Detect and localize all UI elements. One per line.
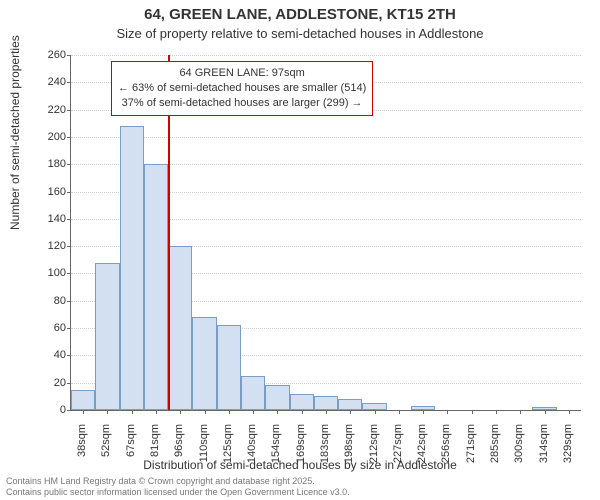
histogram-bar xyxy=(362,403,386,410)
x-tick-label: 38sqm xyxy=(76,424,88,484)
y-tick-label: 120 xyxy=(26,240,66,252)
y-tick-mark xyxy=(67,110,71,111)
x-tick-mark xyxy=(253,410,254,414)
histogram-bar xyxy=(290,394,314,410)
y-tick-mark xyxy=(67,164,71,165)
x-tick-label: 285sqm xyxy=(489,424,501,484)
x-tick-mark xyxy=(423,410,424,414)
x-tick-mark xyxy=(399,410,400,414)
histogram-bar xyxy=(241,376,265,410)
chart-title: 64, GREEN LANE, ADDLESTONE, KT15 2TH xyxy=(0,6,600,23)
x-tick-mark xyxy=(447,410,448,414)
y-tick-label: 180 xyxy=(26,158,66,170)
marker-annotation-box: 64 GREEN LANE: 97sqm ← 63% of semi-detac… xyxy=(111,61,373,116)
y-tick-label: 260 xyxy=(26,49,66,61)
x-tick-mark xyxy=(205,410,206,414)
x-tick-mark xyxy=(83,410,84,414)
x-tick-label: 329sqm xyxy=(562,424,574,484)
histogram-bar xyxy=(192,317,216,410)
histogram-bar xyxy=(144,164,168,410)
histogram-bar xyxy=(314,396,338,410)
x-tick-mark xyxy=(472,410,473,414)
x-tick-mark xyxy=(496,410,497,414)
x-tick-mark xyxy=(277,410,278,414)
x-tick-mark xyxy=(302,410,303,414)
histogram-bar xyxy=(120,126,144,410)
x-tick-mark xyxy=(326,410,327,414)
annotation-line-2: ← 63% of semi-detached houses are smalle… xyxy=(118,81,366,96)
histogram-bar xyxy=(217,325,241,410)
x-tick-mark xyxy=(545,410,546,414)
x-tick-mark xyxy=(520,410,521,414)
y-tick-label: 200 xyxy=(26,131,66,143)
histogram-bar xyxy=(168,246,192,410)
y-tick-mark xyxy=(67,55,71,56)
x-tick-mark xyxy=(132,410,133,414)
y-tick-mark xyxy=(67,192,71,193)
x-tick-label: 67sqm xyxy=(125,424,137,484)
y-tick-label: 240 xyxy=(26,76,66,88)
annotation-line-3: 37% of semi-detached houses are larger (… xyxy=(118,96,366,111)
x-tick-mark xyxy=(229,410,230,414)
y-tick-mark xyxy=(67,82,71,83)
footer-line-2: Contains public sector information licen… xyxy=(6,487,350,498)
x-tick-label: 314sqm xyxy=(538,424,550,484)
x-tick-mark xyxy=(180,410,181,414)
x-tick-mark xyxy=(156,410,157,414)
y-tick-mark xyxy=(67,301,71,302)
y-tick-mark xyxy=(67,355,71,356)
y-tick-label: 0 xyxy=(26,404,66,416)
y-tick-mark xyxy=(67,137,71,138)
y-tick-mark xyxy=(67,383,71,384)
histogram-bar xyxy=(338,399,362,410)
x-tick-label: 271sqm xyxy=(465,424,477,484)
x-tick-mark xyxy=(107,410,108,414)
y-tick-mark xyxy=(67,410,71,411)
y-tick-mark xyxy=(67,328,71,329)
plot-area: 64 GREEN LANE: 97sqm ← 63% of semi-detac… xyxy=(70,55,581,411)
x-tick-mark xyxy=(569,410,570,414)
x-tick-label: 300sqm xyxy=(513,424,525,484)
y-tick-label: 100 xyxy=(26,267,66,279)
x-tick-label: 52sqm xyxy=(100,424,112,484)
x-tick-label: 198sqm xyxy=(343,424,355,484)
grid-line xyxy=(71,137,581,138)
x-tick-label: 81sqm xyxy=(149,424,161,484)
annotation-line-1: 64 GREEN LANE: 97sqm xyxy=(118,66,366,81)
property-size-histogram: 64, GREEN LANE, ADDLESTONE, KT15 2TH Siz… xyxy=(0,0,600,500)
y-tick-mark xyxy=(67,219,71,220)
grid-line xyxy=(71,55,581,56)
x-tick-label: 183sqm xyxy=(319,424,331,484)
y-tick-mark xyxy=(67,246,71,247)
y-axis-label: Number of semi-detached properties xyxy=(8,35,22,230)
y-tick-label: 40 xyxy=(26,349,66,361)
y-tick-label: 140 xyxy=(26,213,66,225)
y-tick-label: 80 xyxy=(26,295,66,307)
histogram-bar xyxy=(265,385,289,410)
y-tick-label: 20 xyxy=(26,377,66,389)
x-tick-label: 125sqm xyxy=(222,424,234,484)
y-tick-label: 160 xyxy=(26,186,66,198)
x-tick-label: 242sqm xyxy=(416,424,428,484)
x-tick-mark xyxy=(375,410,376,414)
x-tick-label: 212sqm xyxy=(368,424,380,484)
x-tick-label: 169sqm xyxy=(295,424,307,484)
x-tick-label: 140sqm xyxy=(246,424,258,484)
x-tick-label: 227sqm xyxy=(392,424,404,484)
x-tick-label: 110sqm xyxy=(198,424,210,484)
x-tick-label: 96sqm xyxy=(173,424,185,484)
x-tick-label: 154sqm xyxy=(270,424,282,484)
chart-subtitle: Size of property relative to semi-detach… xyxy=(0,26,600,41)
y-tick-label: 60 xyxy=(26,322,66,334)
histogram-bar xyxy=(95,263,119,410)
y-tick-mark xyxy=(67,273,71,274)
x-tick-label: 256sqm xyxy=(440,424,452,484)
x-tick-mark xyxy=(350,410,351,414)
histogram-bar xyxy=(71,390,95,410)
y-tick-label: 220 xyxy=(26,104,66,116)
